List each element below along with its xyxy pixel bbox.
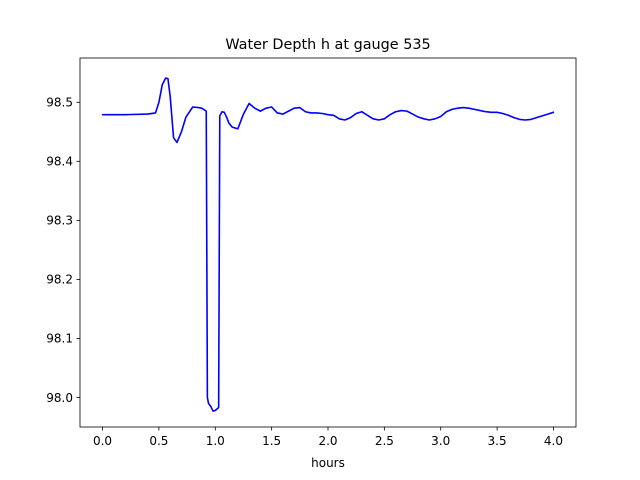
y-axis: 98.0 98.1 98.2 98.3 98.4 98.5 <box>46 96 80 405</box>
chart-title: Water Depth h at gauge 535 <box>225 37 430 53</box>
y-tick-label: 98.4 <box>46 155 73 169</box>
y-tick-label: 98.1 <box>46 332 73 346</box>
y-tick-label: 98.3 <box>46 214 73 228</box>
x-tick-label: 1.5 <box>262 434 281 448</box>
x-tick-label: 2.0 <box>318 434 337 448</box>
y-tick-label: 98.2 <box>46 273 73 287</box>
x-axis: 0.0 0.5 1.0 1.5 2.0 2.5 3.0 3.5 4.0 <box>93 427 563 448</box>
x-tick-label: 3.5 <box>488 434 507 448</box>
x-tick-label: 2.5 <box>375 434 394 448</box>
x-tick-label: 4.0 <box>544 434 563 448</box>
x-tick-label: 1.0 <box>206 434 225 448</box>
series-line-0 <box>101 77 555 412</box>
x-tick-label: 0.5 <box>149 434 168 448</box>
x-tick-label: 0.0 <box>93 434 112 448</box>
x-axis-label: hours <box>311 456 345 470</box>
y-tick-label: 98.5 <box>46 96 73 110</box>
y-tick-label: 98.0 <box>46 391 73 405</box>
x-tick-label: 3.0 <box>431 434 450 448</box>
